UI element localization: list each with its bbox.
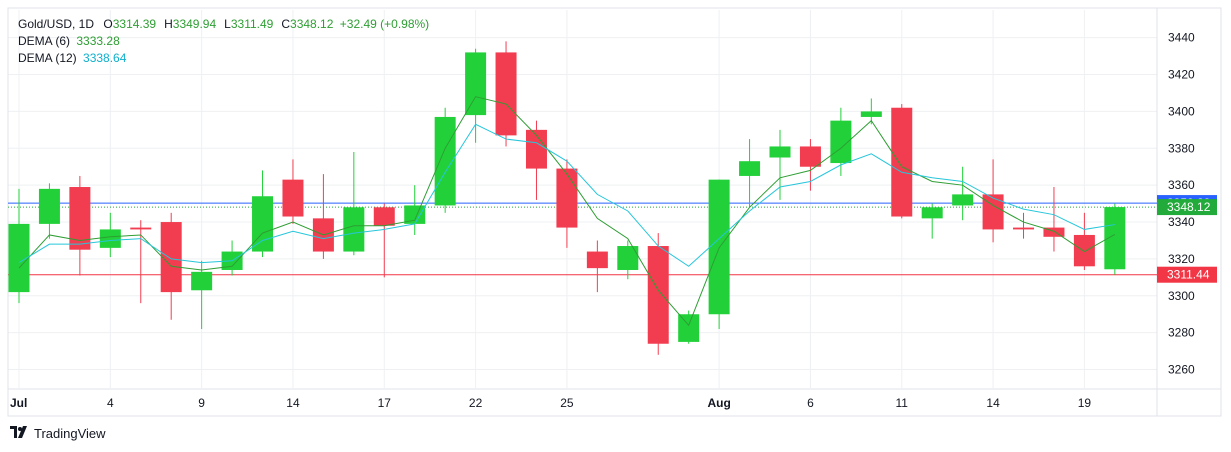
candle-body <box>8 223 30 293</box>
ohlc-value-o: 3314.39 <box>112 17 157 31</box>
dema12-row[interactable]: DEMA (12) 3338.64 <box>18 50 429 67</box>
candle-body <box>1013 227 1035 230</box>
dema12-value: 3338.64 <box>83 51 127 65</box>
tradingview-brand[interactable]: TradingView <box>10 426 106 441</box>
candle-body <box>404 205 426 224</box>
candle-body <box>130 227 152 230</box>
dema6-label: DEMA (6) <box>18 34 71 48</box>
candle-body <box>1043 227 1065 237</box>
ohlc-value-l: 3311.49 <box>230 17 274 31</box>
ohlc-key-h: H <box>164 17 173 31</box>
y-tick-label: 3260 <box>1168 363 1195 377</box>
axis-labels: 3260 3280 3300 3320 3340 3360 3380 3400 3420 3440… <box>10 31 1217 410</box>
x-tick-label: 9 <box>198 396 205 410</box>
x-tick-label: 14 <box>986 396 1000 410</box>
candle-body <box>647 246 669 344</box>
x-tick-label: Jul <box>10 396 27 410</box>
candle-body <box>556 168 578 228</box>
y-tick-label: 3380 <box>1168 141 1195 155</box>
candle-body <box>99 229 121 248</box>
candle-body <box>678 314 700 342</box>
candle-body <box>1073 234 1095 267</box>
x-tick-label: 6 <box>807 396 814 410</box>
y-tick-label: 3340 <box>1168 215 1195 229</box>
ohlc-value-h: 3349.94 <box>172 17 217 31</box>
candle-body <box>891 107 913 217</box>
x-tick-label: 4 <box>107 396 114 410</box>
x-tick-label: 19 <box>1078 396 1092 410</box>
series-line <box>18 123 1115 267</box>
dema6-row[interactable]: DEMA (6) 3333.28 <box>18 33 429 50</box>
x-tick-label: 17 <box>378 396 392 410</box>
y-tick-label: 3400 <box>1168 104 1195 118</box>
candle-body <box>343 207 365 252</box>
candle-body <box>799 146 821 167</box>
series-line <box>18 96 1116 327</box>
y-tick-label: 3320 <box>1168 252 1195 266</box>
x-tick-label: 14 <box>286 396 300 410</box>
price-tag-label: 3348.12 <box>1167 200 1211 214</box>
ohlc-key-c: C <box>281 17 291 31</box>
price-tag-label: 3311.44 <box>1167 268 1210 282</box>
x-tick-label: 11 <box>896 396 909 410</box>
symbol-label[interactable]: Gold/USD, 1D <box>18 17 95 31</box>
candle-body <box>373 207 395 226</box>
candle-body <box>495 52 517 136</box>
x-tick-label: Aug <box>707 396 730 410</box>
candle-body <box>38 188 60 224</box>
candle-body <box>952 194 974 206</box>
candle-body <box>1104 207 1126 270</box>
price-tag <box>1157 199 1217 216</box>
ohlc-values: O3314.39 H3349.94 L3311.49 C3348.12 <box>97 17 333 31</box>
candle-body <box>465 52 487 116</box>
y-tick-label: 3420 <box>1168 68 1195 82</box>
change-value: +32.49 (+0.98%) <box>339 17 430 31</box>
chart-frame <box>7 7 1222 417</box>
candle-body <box>921 207 943 219</box>
candle-body <box>525 129 547 169</box>
y-tick-label: 3360 <box>1168 178 1195 192</box>
candle-body <box>586 251 608 269</box>
candle-body <box>69 187 91 250</box>
chart-legend: Gold/USD, 1D O3314.39 H3349.94 L3311.49 C33… <box>18 16 429 67</box>
candle-body <box>282 179 304 217</box>
candle-body <box>191 271 213 291</box>
y-tick-label: 3300 <box>1168 289 1195 303</box>
candle-body <box>739 161 761 176</box>
tradingview-logo-icon <box>10 426 30 441</box>
candle-body <box>860 111 882 117</box>
y-tick-label: 3280 <box>1168 326 1195 340</box>
candle-body <box>617 246 639 270</box>
candle-body <box>982 194 1004 230</box>
ohlc-key-l: L <box>224 17 231 31</box>
candle-body <box>708 179 730 315</box>
candle-body <box>769 146 791 158</box>
ohlc-key-o: O <box>103 17 113 31</box>
price-tag <box>1157 266 1217 283</box>
dema12-label: DEMA (12) <box>18 51 77 65</box>
candle-body <box>160 222 182 293</box>
x-tick-label: 25 <box>560 396 574 410</box>
plot-area <box>8 41 1157 355</box>
brand-name: TradingView <box>34 426 106 441</box>
ohlc-row: Gold/USD, 1D O3314.39 H3349.94 L3311.49 C33… <box>18 16 429 33</box>
ohlc-value-c: 3348.12 <box>290 17 334 31</box>
y-tick-label: 3440 <box>1168 31 1195 45</box>
dema6-value: 3333.28 <box>76 34 120 48</box>
x-tick-label: 22 <box>469 396 483 410</box>
candle-body <box>252 196 274 252</box>
